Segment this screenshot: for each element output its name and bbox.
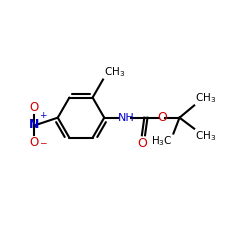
Text: NH: NH	[118, 113, 135, 123]
Text: −: −	[39, 138, 46, 147]
Text: CH$_3$: CH$_3$	[195, 129, 216, 143]
Text: CH$_3$: CH$_3$	[195, 91, 216, 105]
Text: H$_3$C: H$_3$C	[151, 134, 172, 148]
Text: O: O	[157, 111, 167, 124]
Text: O: O	[137, 137, 147, 150]
Text: O: O	[29, 101, 38, 114]
Text: CH$_3$: CH$_3$	[104, 65, 125, 79]
Text: O: O	[29, 136, 38, 149]
Text: N: N	[29, 118, 39, 132]
Text: +: +	[39, 110, 47, 120]
